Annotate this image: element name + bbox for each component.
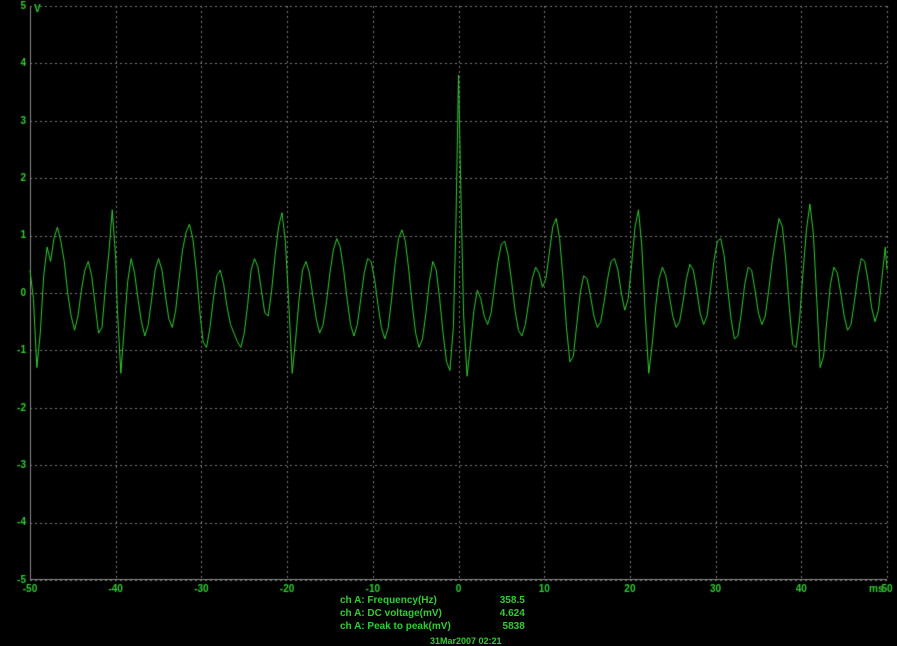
measurement-label: ch A: Frequency(Hz) — [340, 594, 455, 607]
measurement-value: 358.5 — [455, 594, 529, 607]
measurement-label: ch A: DC voltage(mV) — [340, 607, 455, 620]
measurement-row: ch A: Frequency(Hz)358.5 — [340, 594, 529, 607]
measurement-value: 4.624 — [455, 607, 529, 620]
measurement-value: 5838 — [455, 620, 529, 633]
measurement-row: ch A: DC voltage(mV)4.624 — [340, 607, 529, 620]
measurement-row: ch A: Peak to peak(mV)5838 — [340, 620, 529, 633]
measurement-readout: ch A: Frequency(Hz)358.5ch A: DC voltage… — [340, 594, 529, 633]
measurement-label: ch A: Peak to peak(mV) — [340, 620, 455, 633]
oscilloscope-chart — [0, 0, 897, 645]
